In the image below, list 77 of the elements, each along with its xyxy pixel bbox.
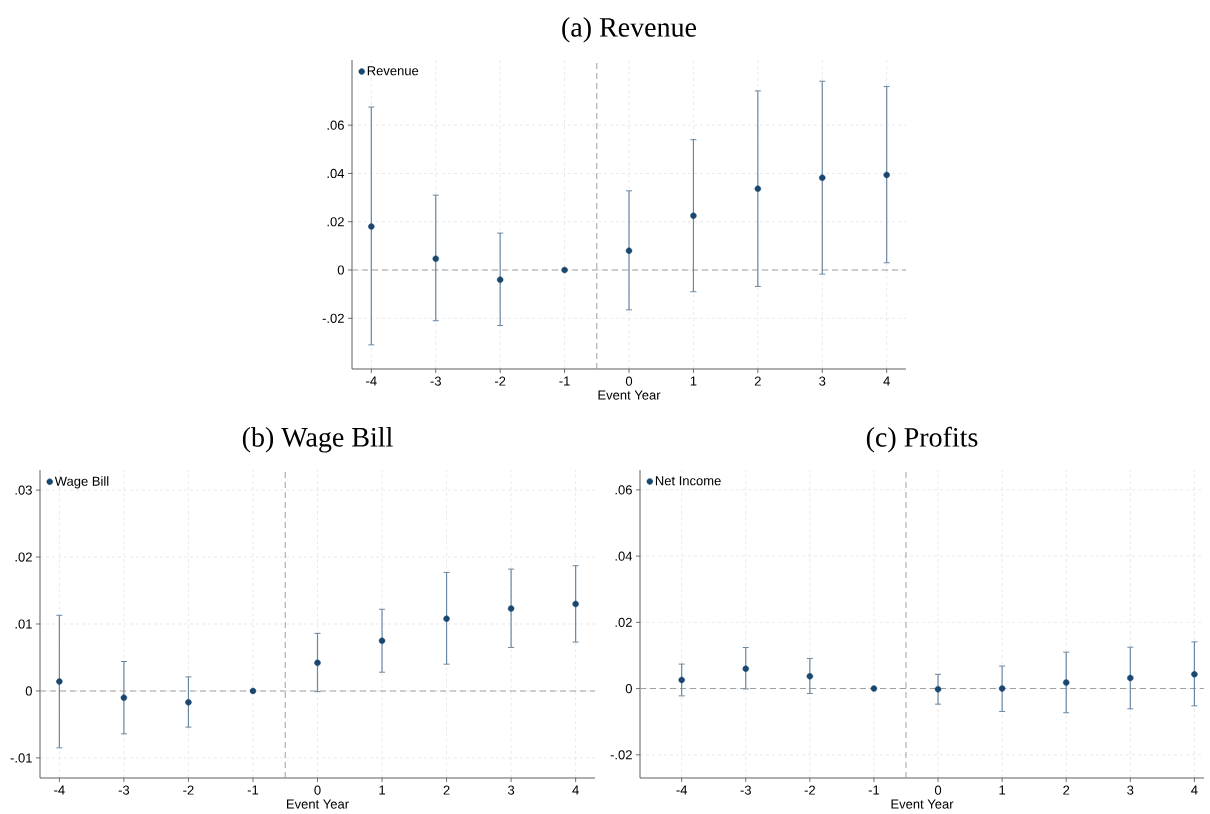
point — [1127, 674, 1134, 682]
legend-label: Revenue — [367, 66, 419, 76]
x-axis-title: Event Year — [598, 390, 661, 400]
x-tick-label: 3 — [1127, 785, 1134, 795]
y-tick-label: 0 — [625, 683, 632, 694]
x-tick-label: -4 — [676, 785, 688, 795]
x-axis-title: Event Year — [287, 799, 349, 809]
y-tick-label: -.01 — [10, 753, 32, 763]
x-tick-label: 4 — [1191, 785, 1198, 795]
y-tick-label: .03 — [15, 485, 32, 495]
x-tick-label: 1 — [690, 376, 697, 386]
y-tick-label: -.02 — [322, 313, 344, 323]
point — [870, 685, 878, 692]
point — [185, 699, 192, 706]
y-tick-label: .02 — [327, 217, 344, 227]
point — [819, 174, 826, 181]
x-tick-label: 1 — [999, 785, 1006, 795]
legend-label: Net Income — [655, 476, 721, 486]
point — [625, 247, 633, 254]
y-tick-label: .02 — [15, 552, 32, 562]
point — [690, 212, 697, 219]
x-tick-label: 2 — [754, 376, 761, 386]
y-tick-label: .06 — [327, 120, 344, 130]
y-tick-label: .04 — [615, 551, 633, 561]
point — [314, 659, 321, 667]
point — [496, 276, 504, 283]
x-tick-label: 0 — [934, 785, 942, 795]
x-tick-label: -1 — [868, 785, 880, 795]
point — [572, 600, 579, 608]
x-tick-label: -1 — [559, 376, 570, 386]
point — [998, 685, 1006, 692]
x-tick-label: -3 — [430, 376, 441, 386]
point — [934, 686, 942, 693]
y-tick-label: 0 — [337, 265, 344, 275]
x-tick-label: -2 — [494, 376, 506, 386]
point — [754, 185, 762, 192]
x-tick-label: 0 — [314, 785, 321, 795]
point — [368, 223, 375, 230]
y-tick-label: -.02 — [610, 750, 632, 760]
point — [120, 694, 128, 701]
x-tick-label: 2 — [443, 785, 450, 795]
x-tick-label: 2 — [1063, 785, 1070, 795]
point — [56, 678, 63, 685]
x-tick-label: -3 — [118, 785, 130, 795]
y-tick-label: .04 — [327, 168, 345, 179]
point — [443, 615, 450, 622]
x-tick-label: -2 — [804, 785, 815, 795]
point — [432, 255, 439, 262]
x-tick-label: 1 — [379, 785, 386, 795]
x-tick-label: -3 — [740, 785, 751, 795]
x-tick-label: 3 — [507, 785, 515, 795]
y-tick-label: .02 — [615, 617, 632, 627]
x-tick-label: 4 — [572, 785, 579, 795]
point — [806, 673, 814, 680]
y-tick-label: .01 — [15, 619, 32, 629]
chart-title: (c) Profits — [866, 426, 978, 453]
point — [378, 637, 386, 644]
x-tick-label: -1 — [247, 785, 259, 795]
point — [1191, 671, 1198, 678]
chart-title: (a) Revenue — [562, 17, 697, 43]
x-tick-label: 4 — [883, 376, 890, 386]
x-tick-label: -4 — [54, 785, 65, 795]
y-tick-label: .06 — [615, 485, 632, 495]
x-tick-label: 3 — [819, 376, 826, 386]
point — [742, 665, 749, 672]
point — [678, 676, 685, 684]
point — [561, 266, 568, 274]
point — [883, 171, 890, 179]
chart-title: (b) Wage Bill — [242, 426, 393, 453]
y-tick-label: 0 — [25, 686, 32, 696]
x-tick-label: -2 — [183, 785, 194, 795]
x-tick-label: -4 — [366, 376, 377, 386]
point — [249, 687, 257, 695]
point — [507, 605, 515, 612]
legend-label: Wage Bill — [54, 476, 109, 489]
point — [1063, 679, 1070, 686]
x-axis-title: Event Year — [891, 799, 954, 809]
